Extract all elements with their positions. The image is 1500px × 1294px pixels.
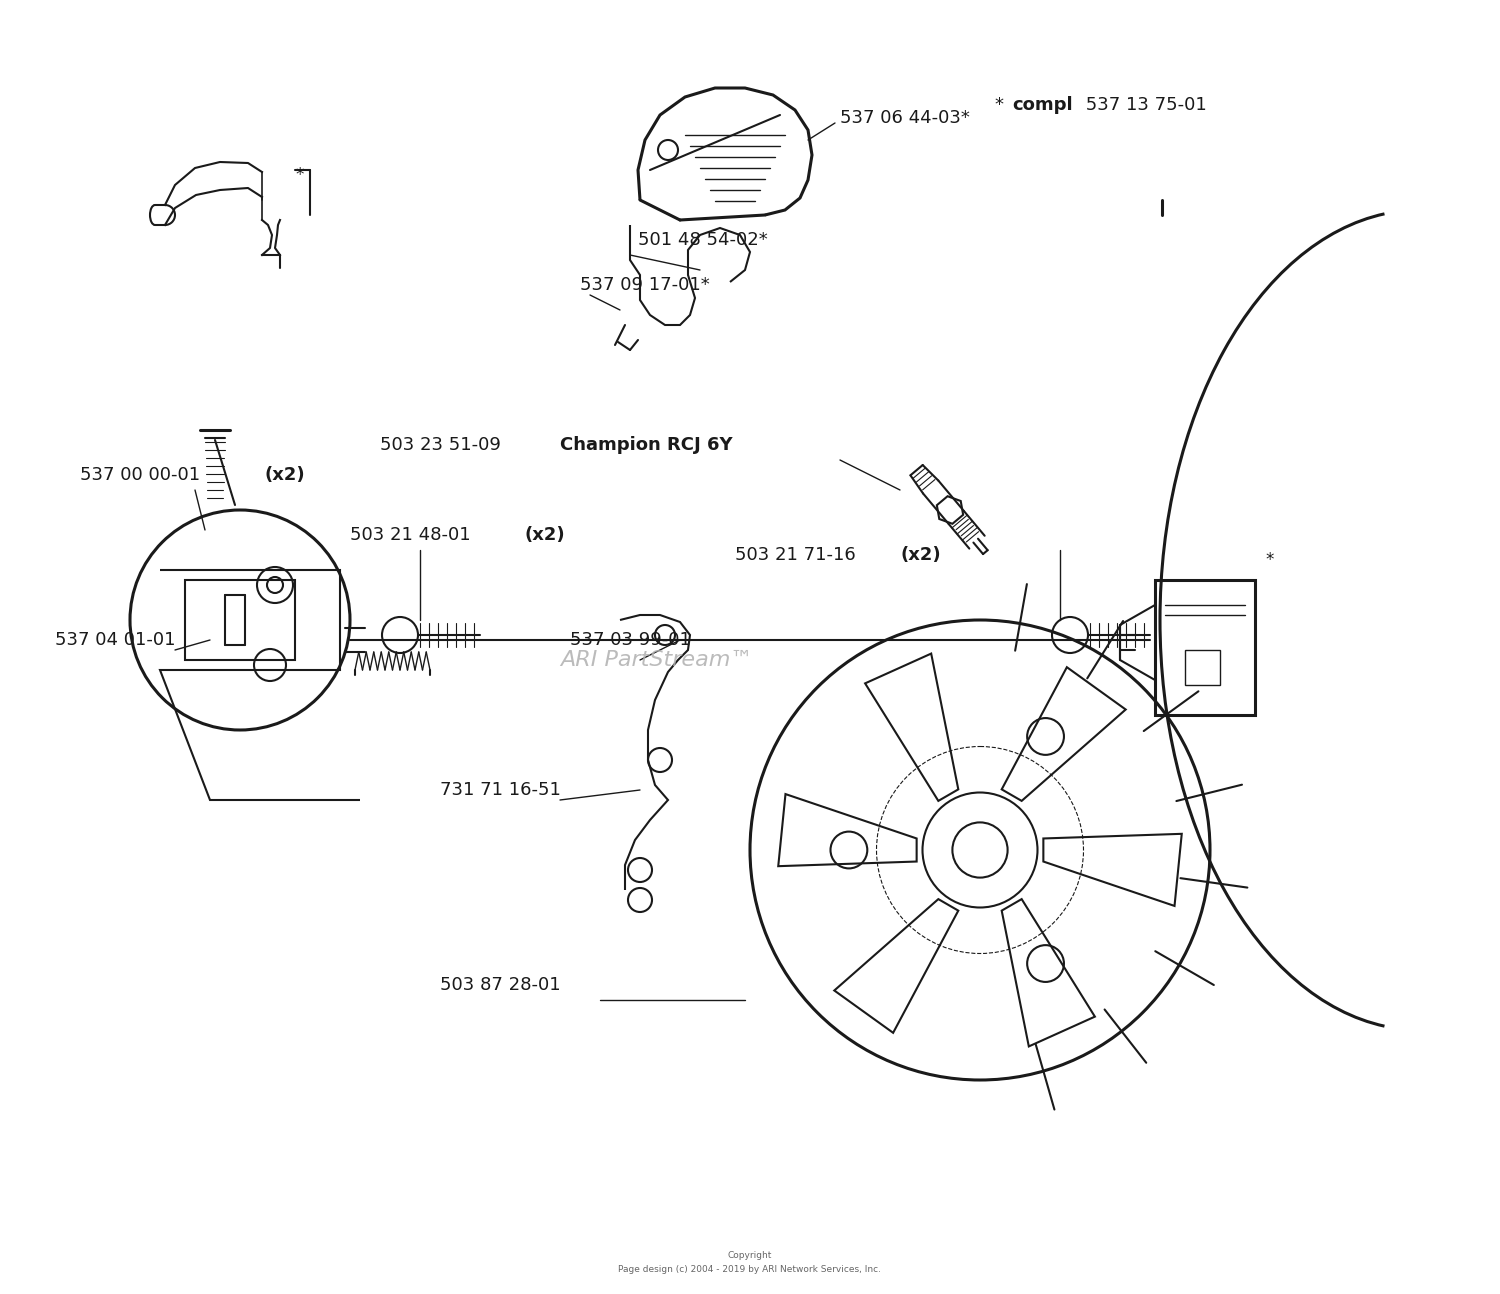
Text: 503 87 28-01: 503 87 28-01 xyxy=(440,976,561,994)
Text: 537 09 17-01*: 537 09 17-01* xyxy=(580,276,710,294)
Text: 503 23 51-09: 503 23 51-09 xyxy=(380,436,507,454)
Text: *: * xyxy=(994,96,1010,114)
Text: Champion RCJ 6Y: Champion RCJ 6Y xyxy=(560,436,732,454)
Text: *: * xyxy=(296,166,303,184)
Text: 537 03 99-01: 537 03 99-01 xyxy=(570,631,692,650)
Text: 731 71 16-51: 731 71 16-51 xyxy=(440,782,561,798)
Text: 503 21 71-16: 503 21 71-16 xyxy=(735,546,861,564)
Text: 537 04 01-01: 537 04 01-01 xyxy=(56,631,176,650)
Text: 537 13 75-01: 537 13 75-01 xyxy=(1080,96,1206,114)
Text: 503 21 48-01: 503 21 48-01 xyxy=(350,525,477,543)
Text: compl: compl xyxy=(1013,96,1072,114)
Text: Page design (c) 2004 - 2019 by ARI Network Services, Inc.: Page design (c) 2004 - 2019 by ARI Netwo… xyxy=(618,1266,882,1275)
Bar xyxy=(1155,580,1256,716)
Text: (x2): (x2) xyxy=(266,466,306,484)
Bar xyxy=(184,580,296,660)
Text: ARI PartStream™: ARI PartStream™ xyxy=(560,650,753,670)
Text: 537 06 44-03*: 537 06 44-03* xyxy=(840,109,970,127)
Text: 501 48 54-02*: 501 48 54-02* xyxy=(638,232,768,248)
Bar xyxy=(1185,650,1219,685)
Text: 537 00 00-01: 537 00 00-01 xyxy=(80,466,206,484)
Text: (x2): (x2) xyxy=(900,546,940,564)
Text: *: * xyxy=(1264,551,1274,569)
Text: (x2): (x2) xyxy=(525,525,566,543)
Text: Copyright: Copyright xyxy=(728,1250,772,1259)
